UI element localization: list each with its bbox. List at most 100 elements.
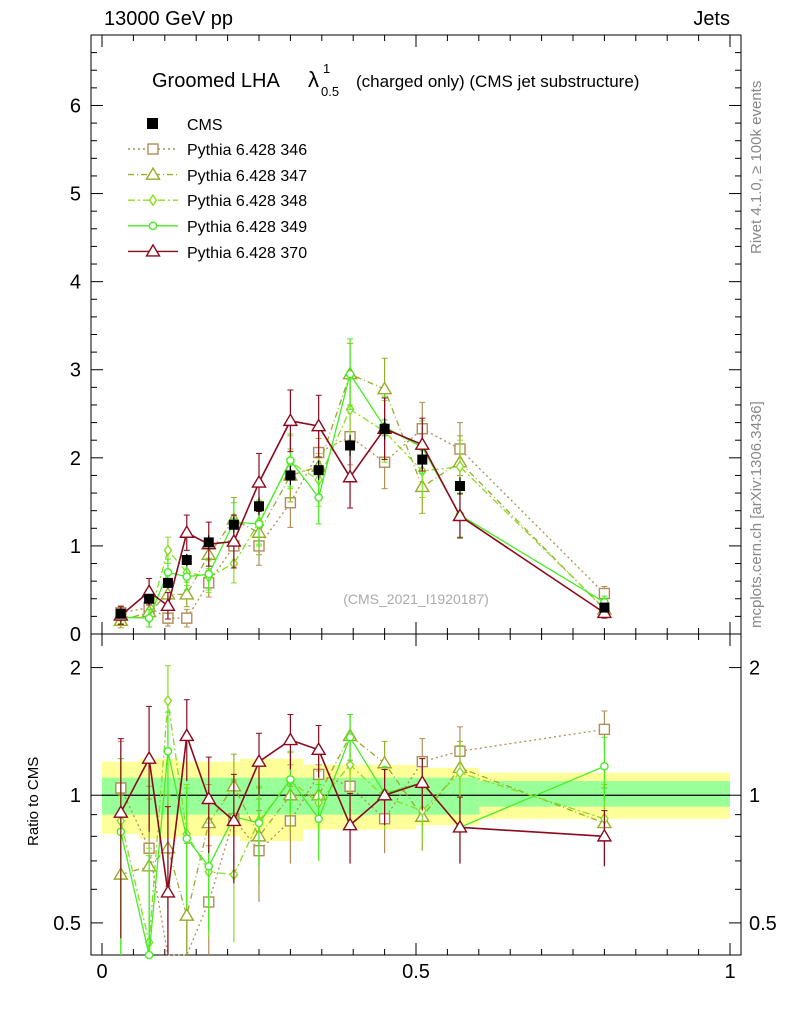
analysis-watermark: (CMS_2021_I1920187) xyxy=(343,591,489,607)
side-label-rivet: Rivet 4.1.0, ≥ 100k events xyxy=(748,81,765,254)
chart-title-rest: (charged only) (CMS jet substructure) xyxy=(356,72,639,91)
cms-point xyxy=(379,423,390,434)
main-ytick-label: 1 xyxy=(70,536,81,558)
cms-point xyxy=(203,537,214,548)
main-point xyxy=(345,369,355,379)
main-point xyxy=(179,586,195,600)
legend-marker-1 xyxy=(145,166,161,180)
legend-marker-2 xyxy=(148,193,158,207)
chart-title-sub: 0.5 xyxy=(321,84,339,99)
ratio-ytick-label-right: 1 xyxy=(749,785,760,807)
main-point xyxy=(160,597,176,612)
cms-point xyxy=(228,519,239,530)
main-point xyxy=(282,412,299,427)
legend-label-347: Pythia 6.428 347 xyxy=(187,168,307,185)
ratio-point xyxy=(596,828,613,842)
ratio-ytick-label: 2 xyxy=(70,658,81,680)
ratio-point xyxy=(314,814,323,824)
ratio-point xyxy=(144,950,154,960)
ratio-point xyxy=(282,732,299,746)
main-point xyxy=(144,613,154,623)
legend-marker-cms xyxy=(147,118,158,129)
main-point xyxy=(376,381,393,395)
ratio-point xyxy=(600,762,609,771)
main-point xyxy=(163,544,173,557)
xtick-label: 0 xyxy=(96,961,107,983)
cms-point xyxy=(115,608,126,619)
series-1 xyxy=(113,342,613,955)
ratio-ytick-label-right: 2 xyxy=(749,658,760,680)
cms-point xyxy=(345,440,356,451)
ratio-line-0 xyxy=(120,728,605,956)
legend-label-349: Pythia 6.428 349 xyxy=(187,219,307,236)
ratio-point xyxy=(376,787,393,801)
main-line-2 xyxy=(120,408,605,619)
cms-point xyxy=(313,465,324,476)
legend-label-348: Pythia 6.428 348 xyxy=(187,193,307,210)
main-ytick-label: 3 xyxy=(70,360,81,382)
legend-marker-3 xyxy=(148,221,158,231)
legend-marker-0 xyxy=(147,143,159,155)
cms-point xyxy=(181,555,192,566)
main-line-0 xyxy=(120,427,605,619)
ratio-point xyxy=(113,804,129,818)
ratio-line-1 xyxy=(120,734,605,916)
header-left: 13000 GeV pp xyxy=(104,8,233,30)
main-point xyxy=(204,569,214,579)
main-ytick-label: 2 xyxy=(70,448,81,470)
ratio-line-4 xyxy=(120,735,605,893)
side-label-mcplots: mcplots.cern.ch [arXiv:1306.3436] xyxy=(748,401,765,628)
ratio-ytick-label: 1 xyxy=(70,785,81,807)
chart-title-main: Groomed LHA xyxy=(152,70,280,92)
ratio-point xyxy=(163,746,173,756)
ratio-point xyxy=(160,884,176,898)
ratio-point xyxy=(455,766,465,779)
ratio-point xyxy=(141,750,157,764)
series-2 xyxy=(116,378,609,955)
series-4 xyxy=(113,389,613,955)
xtick-label: 0.5 xyxy=(402,961,430,983)
main-point xyxy=(455,460,465,473)
cms-point xyxy=(417,454,428,465)
ratio-point xyxy=(342,817,358,831)
legend-label-370: Pythia 6.428 370 xyxy=(187,245,307,262)
legend: CMS Pythia 6.428 346 Pythia 6.428 347 Py… xyxy=(128,117,307,262)
chart-title-lambda: λ xyxy=(308,67,319,92)
main-line-4 xyxy=(120,419,605,617)
legend-marker-4 xyxy=(145,243,161,257)
ratio-point xyxy=(345,732,355,742)
ratio-point xyxy=(201,791,217,805)
cms-data xyxy=(115,418,610,619)
series-0 xyxy=(115,401,611,956)
main-point xyxy=(163,568,173,577)
ratio-point xyxy=(345,758,355,771)
ratio-point xyxy=(182,834,192,843)
main-point xyxy=(414,436,431,450)
ratio-point xyxy=(226,813,242,827)
legend-label-cms: CMS xyxy=(187,117,223,134)
series-3 xyxy=(116,338,609,960)
cms-point xyxy=(144,593,155,604)
main-line-1 xyxy=(120,373,605,622)
header-right: Jets xyxy=(693,8,730,30)
chart-title-sup: 1 xyxy=(323,61,330,76)
main-point xyxy=(314,493,323,502)
main-point xyxy=(452,508,468,522)
ratio-point xyxy=(179,907,195,921)
main-point xyxy=(286,456,295,465)
cms-point xyxy=(454,481,465,492)
main-ytick-label: 4 xyxy=(70,272,81,294)
ratio-point xyxy=(598,723,611,736)
main-point xyxy=(179,524,195,538)
ratio-point xyxy=(179,728,195,742)
ratio-point xyxy=(452,819,468,833)
main-ytick-label: 0 xyxy=(70,624,81,646)
ratio-point xyxy=(251,753,267,767)
ratio-point xyxy=(204,861,214,871)
ratio-ytick-label: 0.5 xyxy=(53,913,81,935)
ratio-point xyxy=(286,775,295,784)
main-point xyxy=(226,533,242,547)
main-point xyxy=(310,418,327,432)
main-point xyxy=(182,572,192,582)
